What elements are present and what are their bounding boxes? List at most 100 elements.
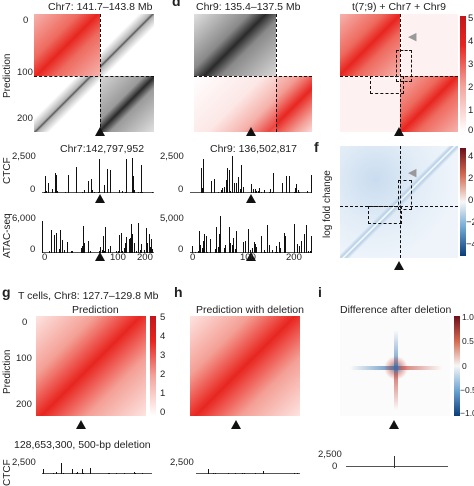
signal-bar [270, 189, 271, 193]
signal-bar [210, 239, 211, 253]
colorbar-reds [460, 16, 466, 132]
signal-bar [83, 226, 84, 253]
signal-bar [243, 242, 244, 253]
signal-bar [311, 236, 312, 253]
anchor-triangle-icon [231, 420, 241, 429]
signal-bar [236, 231, 237, 253]
signal-bar [119, 190, 120, 193]
signal-bar [229, 227, 230, 253]
panel-letter-i: i [318, 284, 322, 300]
colorbar-tick-0: 0 [160, 407, 166, 418]
signal-bar [132, 234, 133, 253]
signal-bar [91, 179, 92, 193]
atac-signal-track [42, 215, 154, 253]
signal-bar [130, 238, 131, 253]
signal-bar [99, 159, 100, 193]
signal-bar [254, 242, 255, 253]
colorbar-tick-2: 2 [468, 173, 474, 184]
heatmap-difference [340, 316, 450, 416]
y-tick-100: 100 [17, 67, 33, 78]
signal-bar [55, 173, 56, 193]
signal-bar [129, 239, 130, 253]
signal-bar [82, 192, 83, 193]
signal-bar [60, 230, 61, 253]
arrowhead-icon: ◀ [408, 167, 417, 179]
y-axis-label-prediction: Prediction [2, 349, 13, 394]
signal-bar [251, 184, 252, 193]
signal-bar [134, 243, 135, 253]
signal-bar [77, 472, 78, 474]
signal-bar [207, 252, 208, 253]
red-lower [194, 76, 312, 132]
colorbar-diverging [454, 316, 460, 416]
signal-bar [122, 251, 123, 253]
signal-bar [133, 176, 134, 193]
signal-bar [100, 247, 101, 253]
colorbar-tick-neg2: −2 [466, 217, 474, 228]
anchor-triangle-icon [389, 420, 399, 429]
signal-bar [308, 251, 309, 253]
signal-bar [310, 251, 311, 253]
ctcf-tick-zero: 0 [30, 184, 36, 195]
signal-bar [192, 246, 193, 253]
signal-bar [125, 192, 126, 193]
signal-bar [45, 176, 46, 193]
red-block-upper [340, 14, 400, 76]
signal-bar [48, 183, 49, 193]
panel-title-translocation: t(7;9) + Chr7 + Chr9 [352, 1, 446, 13]
highlight-box-lower [370, 76, 404, 94]
y-tick-0: 0 [23, 15, 29, 26]
signal-bar [150, 247, 151, 253]
signal-bar [311, 175, 312, 193]
signal-bar [92, 190, 93, 193]
signal-bar [122, 191, 123, 193]
colorbar-tick-3: 3 [160, 350, 166, 361]
signal-bar [90, 468, 91, 474]
signal-bar [285, 236, 286, 253]
signal-bar [88, 241, 89, 253]
signal-bar [299, 246, 300, 253]
x-tick-0: 0 [42, 252, 48, 263]
signal-bar [222, 188, 223, 193]
signal-bar [301, 241, 302, 253]
signal-bar [253, 189, 254, 193]
signal-bar [229, 170, 230, 193]
difference-track-spike [394, 456, 395, 468]
signal-bar [216, 227, 217, 253]
difference-track-baseline [346, 466, 448, 467]
y-axis-label-log-fold-change: log fold change [322, 170, 333, 238]
highlight-box-upper [398, 180, 412, 210]
signal-bar [147, 243, 148, 253]
signal-bar [243, 187, 244, 193]
signal-bar [206, 236, 207, 253]
anchor-triangle-icon [246, 252, 256, 261]
signal-bar [62, 240, 63, 253]
signal-bar [202, 188, 203, 193]
signal-bar [224, 187, 225, 193]
signal-bar [71, 251, 72, 253]
dashed-v-line [400, 146, 401, 258]
signal-bar [203, 159, 204, 193]
signal-bar [252, 248, 253, 253]
signal-bar [110, 170, 111, 193]
signal-bar [255, 244, 256, 253]
red-block [34, 14, 100, 76]
colorbar-tick-0: 0 [468, 195, 474, 206]
atac-tick-zero: 0 [30, 244, 36, 255]
signal-bar [237, 192, 238, 193]
signal-bar [272, 250, 273, 253]
signal-bar [261, 192, 262, 193]
signal-bar [265, 252, 266, 253]
signal-bar [230, 243, 231, 253]
gray-block [194, 14, 276, 76]
signal-bar [236, 183, 237, 193]
signal-bar [202, 248, 203, 253]
signal-bar [258, 191, 259, 193]
signal-bar [221, 190, 222, 193]
dashed-v-line [100, 14, 101, 132]
signal-bar [134, 472, 135, 474]
signal-bar [220, 216, 221, 253]
signal-bar [250, 250, 251, 253]
signal-bar [141, 165, 142, 193]
anchor-triangle-icon [76, 420, 86, 429]
